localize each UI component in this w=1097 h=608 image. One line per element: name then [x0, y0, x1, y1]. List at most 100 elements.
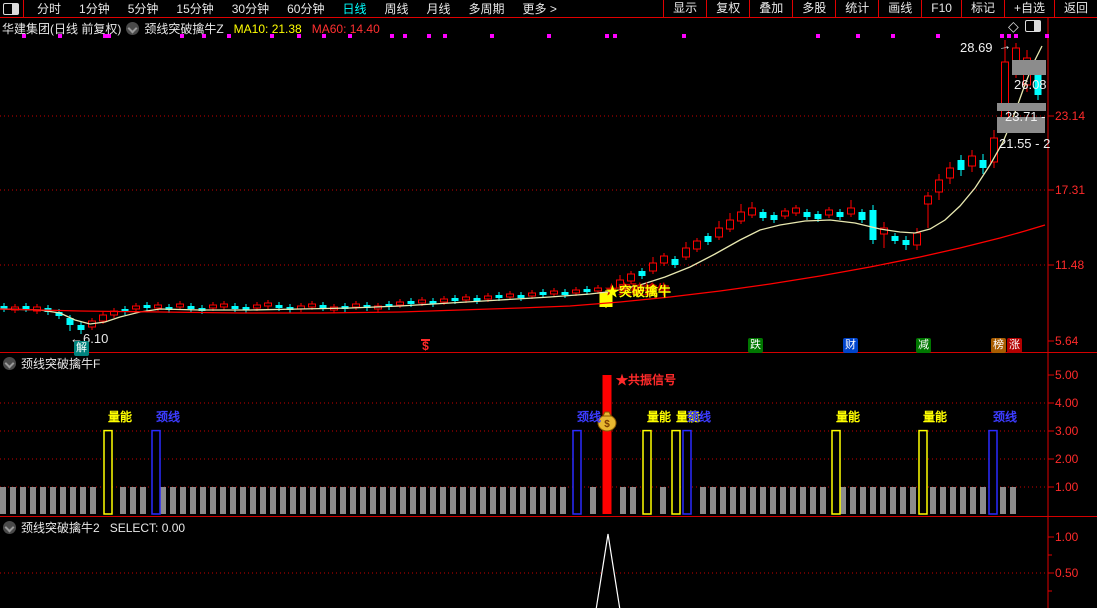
- panel-separator[interactable]: [0, 352, 1097, 353]
- signal-dot: [605, 34, 609, 38]
- event-marker-3[interactable]: 减: [916, 338, 931, 353]
- toolbar-period-6[interactable]: 日线: [342, 2, 367, 16]
- panel2-bar-label: 量能: [836, 410, 861, 424]
- diamond-icon[interactable]: ◇: [1008, 18, 1019, 34]
- collapse-panel-icon[interactable]: [3, 357, 16, 370]
- panel2-axis-label: 5.00: [1055, 368, 1079, 382]
- signal-dot: [180, 34, 184, 38]
- panel2-baseline-bars: [0, 487, 1016, 514]
- toolbar-period-7[interactable]: 周线: [384, 2, 409, 16]
- event-marker-0[interactable]: 解: [74, 341, 89, 356]
- signal-dot: [1045, 34, 1049, 38]
- toolbar-action-5[interactable]: 画线: [878, 0, 921, 17]
- signal-dot: [427, 34, 431, 38]
- ma10-line: [0, 45, 1043, 325]
- stock-title: 华建集团(日线 前复权): [2, 22, 122, 36]
- toolbar-action-4[interactable]: 统计: [835, 0, 878, 17]
- signal-dot: [682, 34, 686, 38]
- price-zone-label: 23.71 -: [1005, 109, 1046, 124]
- toolbar-period-10[interactable]: 更多 >: [522, 2, 557, 16]
- panel2-bar-label: 量能: [676, 410, 701, 424]
- collapse-panel-icon[interactable]: [126, 22, 140, 35]
- signal-dot: [58, 34, 62, 38]
- panel2-header: 颈线突破擒牛F: [3, 355, 100, 372]
- toolbar-period-8[interactable]: 月线: [426, 2, 451, 16]
- select-spike: [595, 533, 621, 608]
- signal-dot: [547, 34, 551, 38]
- toolbar-action-7[interactable]: 标记: [960, 0, 1004, 17]
- event-marker-2[interactable]: 财: [843, 338, 858, 353]
- price-zone-label: 26.08: [1014, 77, 1047, 92]
- toolbar-period-9[interactable]: 多周期: [468, 2, 505, 16]
- toolbar-action-2[interactable]: 叠加: [749, 0, 792, 17]
- signal-dot: [22, 34, 26, 38]
- price-zone-label: 21.55 - 2: [999, 136, 1051, 151]
- split-window-icon[interactable]: [3, 2, 19, 15]
- ma60-value: MA60: 14.40: [311, 21, 380, 36]
- ma10-value: MA10: 21.38: [233, 21, 302, 36]
- price-axis-label: 23.14: [1055, 109, 1086, 123]
- price-axis-label: 11.48: [1055, 258, 1085, 272]
- main-chart-header: 华建集团(日线 前复权) 颈线突破擒牛Z MA10: 21.38 MA60: 1…: [2, 20, 380, 37]
- toolbar-action-1[interactable]: 复权: [706, 0, 749, 17]
- collapse-panel-icon[interactable]: [3, 521, 16, 534]
- toolbar-period-5[interactable]: 60分钟: [287, 2, 325, 16]
- signal-dot: [107, 34, 111, 38]
- panel3-header: 颈线突破擒牛2 SELECT: 0.00: [3, 519, 185, 536]
- toolbar-period-4[interactable]: 30分钟: [231, 2, 270, 16]
- toolbar-action-0[interactable]: 显示: [663, 0, 706, 17]
- signal-dot: [443, 34, 447, 38]
- dash-icon: [421, 339, 430, 341]
- panel2-bar-label: 量能: [108, 410, 133, 424]
- signal-dot: [403, 34, 407, 38]
- signal-dot: [936, 34, 940, 38]
- ma60-line: [0, 224, 1046, 314]
- panel2-indicator-name: 颈线突破擒牛F: [21, 357, 101, 371]
- top-toolbar: 分时 1分钟 5分钟 15分钟 30分钟 60分钟 日线 周线 月线 多周期 更多 > 显示 复权 叠加…: [0, 0, 1097, 18]
- signal-dot: [856, 34, 860, 38]
- period-menu: 分时 1分钟 5分钟 15分钟 30分钟 60分钟 日线 周线 月线 多周期 更多 >: [28, 0, 566, 17]
- toolbar-period-0[interactable]: 分时: [37, 2, 62, 16]
- toolbar-action-3[interactable]: 多股: [792, 0, 835, 17]
- price-zone-tag: [1012, 60, 1046, 75]
- toolbar-action-9[interactable]: 返回: [1053, 0, 1097, 17]
- action-menu: 显示 复权 叠加 多股 统计 画线 F10 标记 +自选 返回: [663, 0, 1097, 17]
- signal-dot: [322, 34, 326, 38]
- breakout-signal-label: ★突破擒牛: [606, 284, 672, 299]
- maximize-panel-icon[interactable]: [1024, 20, 1041, 32]
- resonance-signal-label: ★共振信号: [616, 373, 677, 387]
- signal-dot: [1007, 34, 1011, 38]
- signal-dot: [490, 34, 494, 38]
- panel2-axis-label: 2.00: [1055, 452, 1079, 466]
- signal-dot: [103, 34, 107, 38]
- toolbar-divider: [23, 0, 24, 17]
- signal-dot: [613, 34, 617, 38]
- toolbar-period-2[interactable]: 5分钟: [127, 2, 159, 16]
- event-marker-4[interactable]: 榜: [991, 338, 1006, 353]
- price-axis-label: 5.64: [1055, 334, 1079, 348]
- event-marker-1[interactable]: 跌: [748, 338, 763, 353]
- signal-dot: [1000, 34, 1004, 38]
- toolbar-period-1[interactable]: 1分钟: [79, 2, 110, 16]
- toolbar-action-6[interactable]: F10: [921, 0, 961, 17]
- signal-dot: [891, 34, 895, 38]
- signal-dot: [297, 34, 301, 38]
- price-axis-label: 17.31: [1055, 183, 1086, 197]
- money-bag-icon: $: [597, 411, 617, 432]
- toolbar-action-8[interactable]: +自选: [1003, 0, 1054, 17]
- chart-corner-controls: ◇: [1008, 19, 1041, 33]
- indicator-name: 颈线突破擒牛Z: [144, 22, 224, 36]
- signal-dot: [202, 34, 206, 38]
- panel3-axis-label: 0.50: [1055, 566, 1079, 580]
- svg-text:$: $: [604, 419, 610, 430]
- toolbar-period-3[interactable]: 15分钟: [176, 2, 214, 16]
- event-marker-5[interactable]: 涨: [1007, 338, 1022, 353]
- money-event-marker[interactable]: $: [421, 339, 430, 352]
- panel2-bar-label: 量能: [923, 410, 948, 424]
- panel-separator[interactable]: [0, 516, 1097, 517]
- panel2-axis-label: 4.00: [1055, 396, 1079, 410]
- panel2-bar-label: 量能: [647, 410, 672, 424]
- panel3-axis-label: 1.00: [1055, 530, 1079, 544]
